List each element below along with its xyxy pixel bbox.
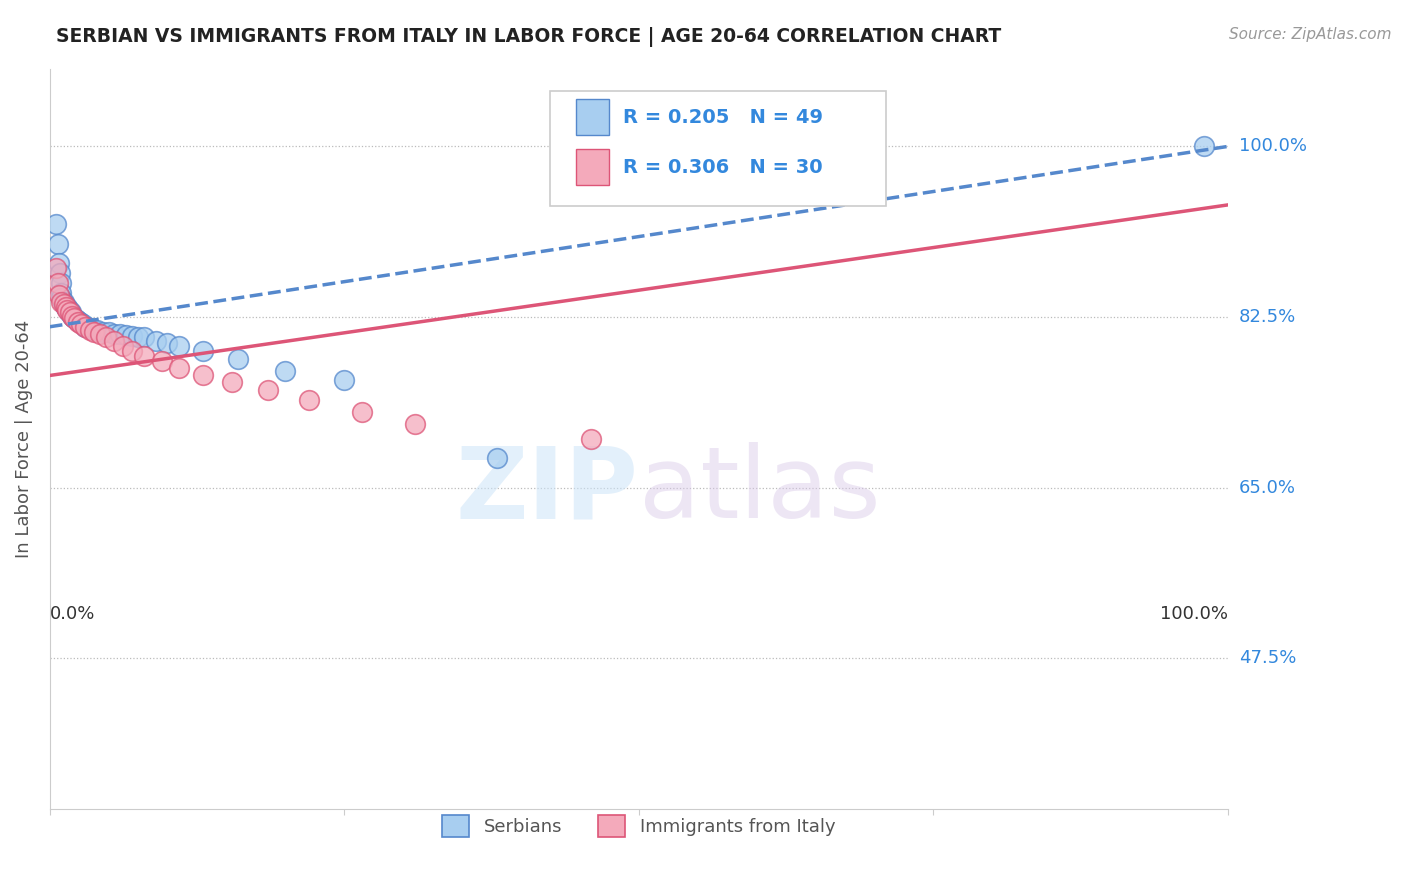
Text: Source: ZipAtlas.com: Source: ZipAtlas.com	[1229, 27, 1392, 42]
Point	[191, 344, 214, 359]
Point	[167, 360, 190, 375]
Point	[51, 295, 73, 310]
Text: ZIP: ZIP	[456, 442, 638, 539]
Point	[581, 432, 603, 446]
Point	[52, 297, 75, 311]
Point	[333, 373, 356, 387]
Point	[132, 349, 155, 363]
Point	[66, 313, 89, 327]
Text: 0.0%: 0.0%	[49, 606, 96, 624]
Point	[111, 339, 134, 353]
Point	[83, 323, 105, 337]
Point	[60, 309, 83, 323]
Point	[56, 303, 79, 318]
Point	[97, 325, 120, 339]
Point	[52, 297, 75, 311]
Point	[226, 351, 249, 366]
Point	[66, 315, 89, 329]
Point	[121, 344, 143, 359]
Point	[191, 368, 214, 383]
Point	[70, 317, 93, 331]
Point	[59, 305, 82, 319]
Point	[167, 339, 190, 353]
Point	[96, 329, 118, 343]
Text: 100.0%: 100.0%	[1239, 137, 1306, 155]
Text: 47.5%: 47.5%	[1239, 649, 1296, 667]
Point	[51, 276, 73, 290]
Point	[89, 326, 111, 341]
Point	[48, 287, 70, 301]
Point	[49, 266, 72, 280]
Point	[103, 334, 125, 349]
FancyBboxPatch shape	[576, 100, 609, 135]
Point	[52, 295, 75, 310]
Point	[221, 376, 243, 390]
Point	[55, 300, 77, 314]
Point	[72, 317, 94, 331]
Point	[62, 310, 84, 324]
Point	[53, 299, 76, 313]
Point	[65, 312, 87, 326]
Text: 65.0%: 65.0%	[1239, 478, 1296, 497]
Y-axis label: In Labor Force | Age 20-64: In Labor Force | Age 20-64	[15, 319, 32, 558]
Point	[55, 300, 77, 314]
Point	[83, 325, 105, 339]
Point	[45, 261, 67, 276]
Point	[51, 285, 73, 300]
Point	[56, 302, 79, 317]
Point	[45, 218, 67, 232]
Point	[69, 315, 91, 329]
Point	[48, 256, 70, 270]
Point	[103, 326, 125, 341]
Point	[110, 326, 132, 341]
Point	[46, 276, 69, 290]
Point	[1192, 139, 1215, 153]
Point	[91, 325, 114, 339]
Point	[56, 300, 79, 314]
Point	[121, 328, 143, 343]
Point	[76, 319, 98, 334]
Point	[86, 323, 108, 337]
Point	[150, 354, 173, 368]
Text: 100.0%: 100.0%	[1160, 606, 1227, 624]
Point	[67, 315, 90, 329]
Text: R = 0.306   N = 30: R = 0.306 N = 30	[623, 158, 823, 177]
Point	[63, 310, 86, 325]
Point	[298, 392, 321, 407]
Point	[79, 323, 101, 337]
Point	[59, 305, 82, 319]
Point	[46, 236, 69, 251]
FancyBboxPatch shape	[576, 150, 609, 185]
Point	[73, 319, 96, 334]
Point	[58, 305, 80, 319]
Point	[132, 329, 155, 343]
FancyBboxPatch shape	[550, 91, 886, 205]
Point	[52, 295, 75, 310]
Point	[73, 319, 96, 334]
Point	[60, 309, 83, 323]
Point	[156, 336, 179, 351]
Point	[486, 451, 509, 466]
Point	[51, 291, 73, 305]
Point	[127, 329, 149, 343]
Legend: Serbians, Immigrants from Italy: Serbians, Immigrants from Italy	[434, 808, 842, 845]
Point	[59, 307, 82, 321]
Text: 82.5%: 82.5%	[1239, 308, 1296, 326]
Point	[58, 303, 80, 318]
Text: atlas: atlas	[638, 442, 880, 539]
Point	[115, 327, 138, 342]
Point	[404, 417, 426, 432]
Point	[59, 305, 82, 319]
Point	[63, 310, 86, 325]
Point	[80, 320, 103, 334]
Text: SERBIAN VS IMMIGRANTS FROM ITALY IN LABOR FORCE | AGE 20-64 CORRELATION CHART: SERBIAN VS IMMIGRANTS FROM ITALY IN LABO…	[56, 27, 1001, 46]
Text: R = 0.205   N = 49: R = 0.205 N = 49	[623, 108, 824, 127]
Point	[350, 404, 373, 418]
Point	[256, 383, 278, 397]
Point	[145, 334, 167, 349]
Point	[274, 363, 297, 377]
